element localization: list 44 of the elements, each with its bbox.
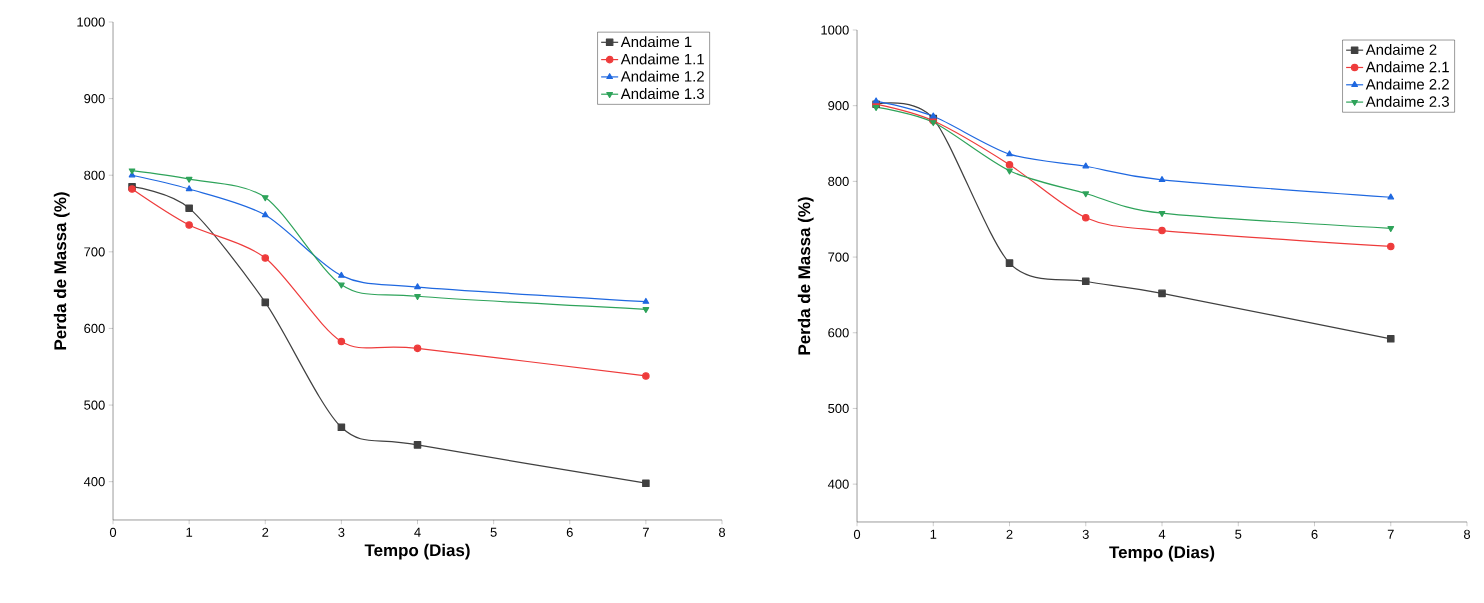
x-tick-label: 5 xyxy=(490,527,497,537)
x-tick-label: 2 xyxy=(1006,529,1013,539)
x-tick-label: 3 xyxy=(1082,529,1089,539)
x-tick-label: 8 xyxy=(1463,529,1471,539)
x-tick-label: 7 xyxy=(1387,529,1394,539)
y-axis-title: Perda de Massa (%) xyxy=(797,197,814,355)
legend-label: Andaime 1.2 xyxy=(620,70,704,82)
y-tick-label: 700 xyxy=(828,252,849,262)
x-tick-label: 3 xyxy=(338,527,345,537)
y-tick-label: 500 xyxy=(828,403,849,414)
x-tick-label: 0 xyxy=(109,527,117,537)
y-tick-label: 1000 xyxy=(77,17,105,27)
x-tick-label: 4 xyxy=(414,527,421,537)
y-tick-label: 500 xyxy=(84,400,105,410)
x-tick-label: 6 xyxy=(1311,529,1318,539)
x-tick-label: 2 xyxy=(262,527,269,537)
x-tick-label: 6 xyxy=(566,527,573,537)
x-axis-title: Tempo (Dias) xyxy=(364,543,470,560)
legend-label: Andaime 2.2 xyxy=(1365,78,1449,90)
y-tick-label: 800 xyxy=(828,176,849,186)
y-tick-label: 1000 xyxy=(821,25,849,35)
y-tick-label: 600 xyxy=(84,323,105,334)
legend-label: Andaime 1.1 xyxy=(620,53,704,65)
legend-label: Andaime 2.1 xyxy=(1365,61,1449,73)
x-tick-label: 7 xyxy=(642,527,649,537)
legend-label: Andaime 2.3 xyxy=(1365,95,1449,107)
y-tick-label: 600 xyxy=(828,328,849,338)
y-tick-label: 400 xyxy=(83,477,105,487)
y-axis-title: Perda de Massa (%) xyxy=(53,192,70,350)
x-tick-label: 8 xyxy=(718,527,726,537)
y-tick-label: 800 xyxy=(84,170,105,180)
legend-label: Andaime 2 xyxy=(1365,44,1437,55)
legend-label: Andaime 1.3 xyxy=(620,88,704,100)
x-tick-label: 0 xyxy=(853,529,861,539)
x-tick-label: 5 xyxy=(1235,529,1242,539)
x-tick-label: 1 xyxy=(186,527,193,537)
y-tick-label: 900 xyxy=(84,94,105,104)
y-tick-label: 400 xyxy=(827,479,849,489)
y-tick-label: 700 xyxy=(84,247,105,257)
x-axis-title: Tempo (Dias) xyxy=(1109,545,1215,562)
legend-label: Andaime 1 xyxy=(620,36,692,48)
x-tick-label: 1 xyxy=(930,529,937,539)
x-tick-label: 4 xyxy=(1158,529,1166,539)
y-tick-label: 900 xyxy=(828,101,849,111)
